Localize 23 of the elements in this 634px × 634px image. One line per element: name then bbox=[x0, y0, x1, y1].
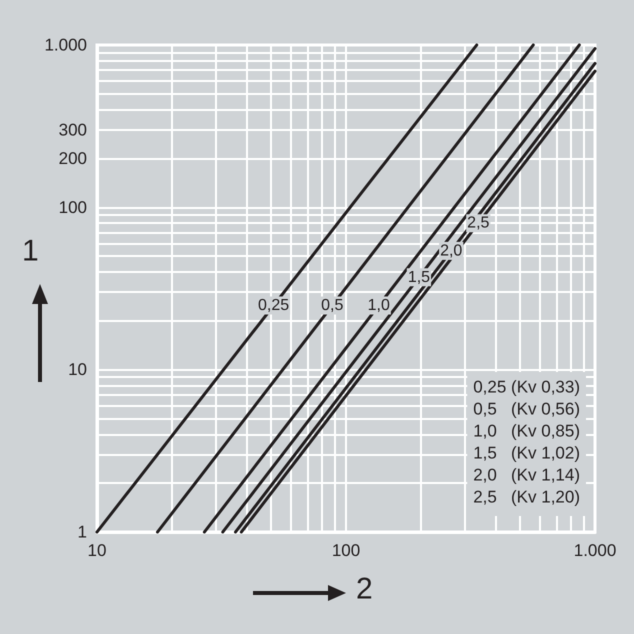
y-tick-label: 100 bbox=[58, 198, 87, 217]
annotation: 0,25 (Kv 0,33) bbox=[473, 378, 580, 396]
series-label: 1,0 bbox=[368, 297, 390, 314]
annotation: 1,0 (Kv 0,85) bbox=[473, 422, 580, 440]
series-label: 2,0 bbox=[440, 242, 462, 260]
x-tick-label: 10 bbox=[88, 541, 106, 560]
y-tick-label: 10 bbox=[68, 360, 87, 380]
y-axis-title: 1 bbox=[22, 234, 39, 268]
annotation: 0,5 (Kv 0,56) bbox=[473, 400, 580, 418]
series-label: 0,25 bbox=[258, 297, 290, 314]
y-tick-label: 1.000 bbox=[44, 36, 87, 54]
x-tick-label: 100 bbox=[332, 541, 360, 560]
series-label: 1,5 bbox=[408, 268, 430, 286]
x-axis-title: 2 bbox=[356, 572, 373, 606]
y-tick-label: 300 bbox=[58, 120, 87, 140]
annotation: 2,0 (Kv 1,14) bbox=[473, 466, 580, 484]
y-tick-label: 200 bbox=[58, 148, 87, 168]
series-label: 0,5 bbox=[321, 297, 344, 314]
y-tick-label: 1 bbox=[78, 522, 87, 542]
series-label: 2,5 bbox=[467, 214, 490, 232]
annotation: 2,5 (Kv 1,20) bbox=[473, 488, 580, 506]
annotation: 1,5 (Kv 1,02) bbox=[473, 444, 580, 462]
x-tick-label: 1.000 bbox=[574, 541, 616, 560]
